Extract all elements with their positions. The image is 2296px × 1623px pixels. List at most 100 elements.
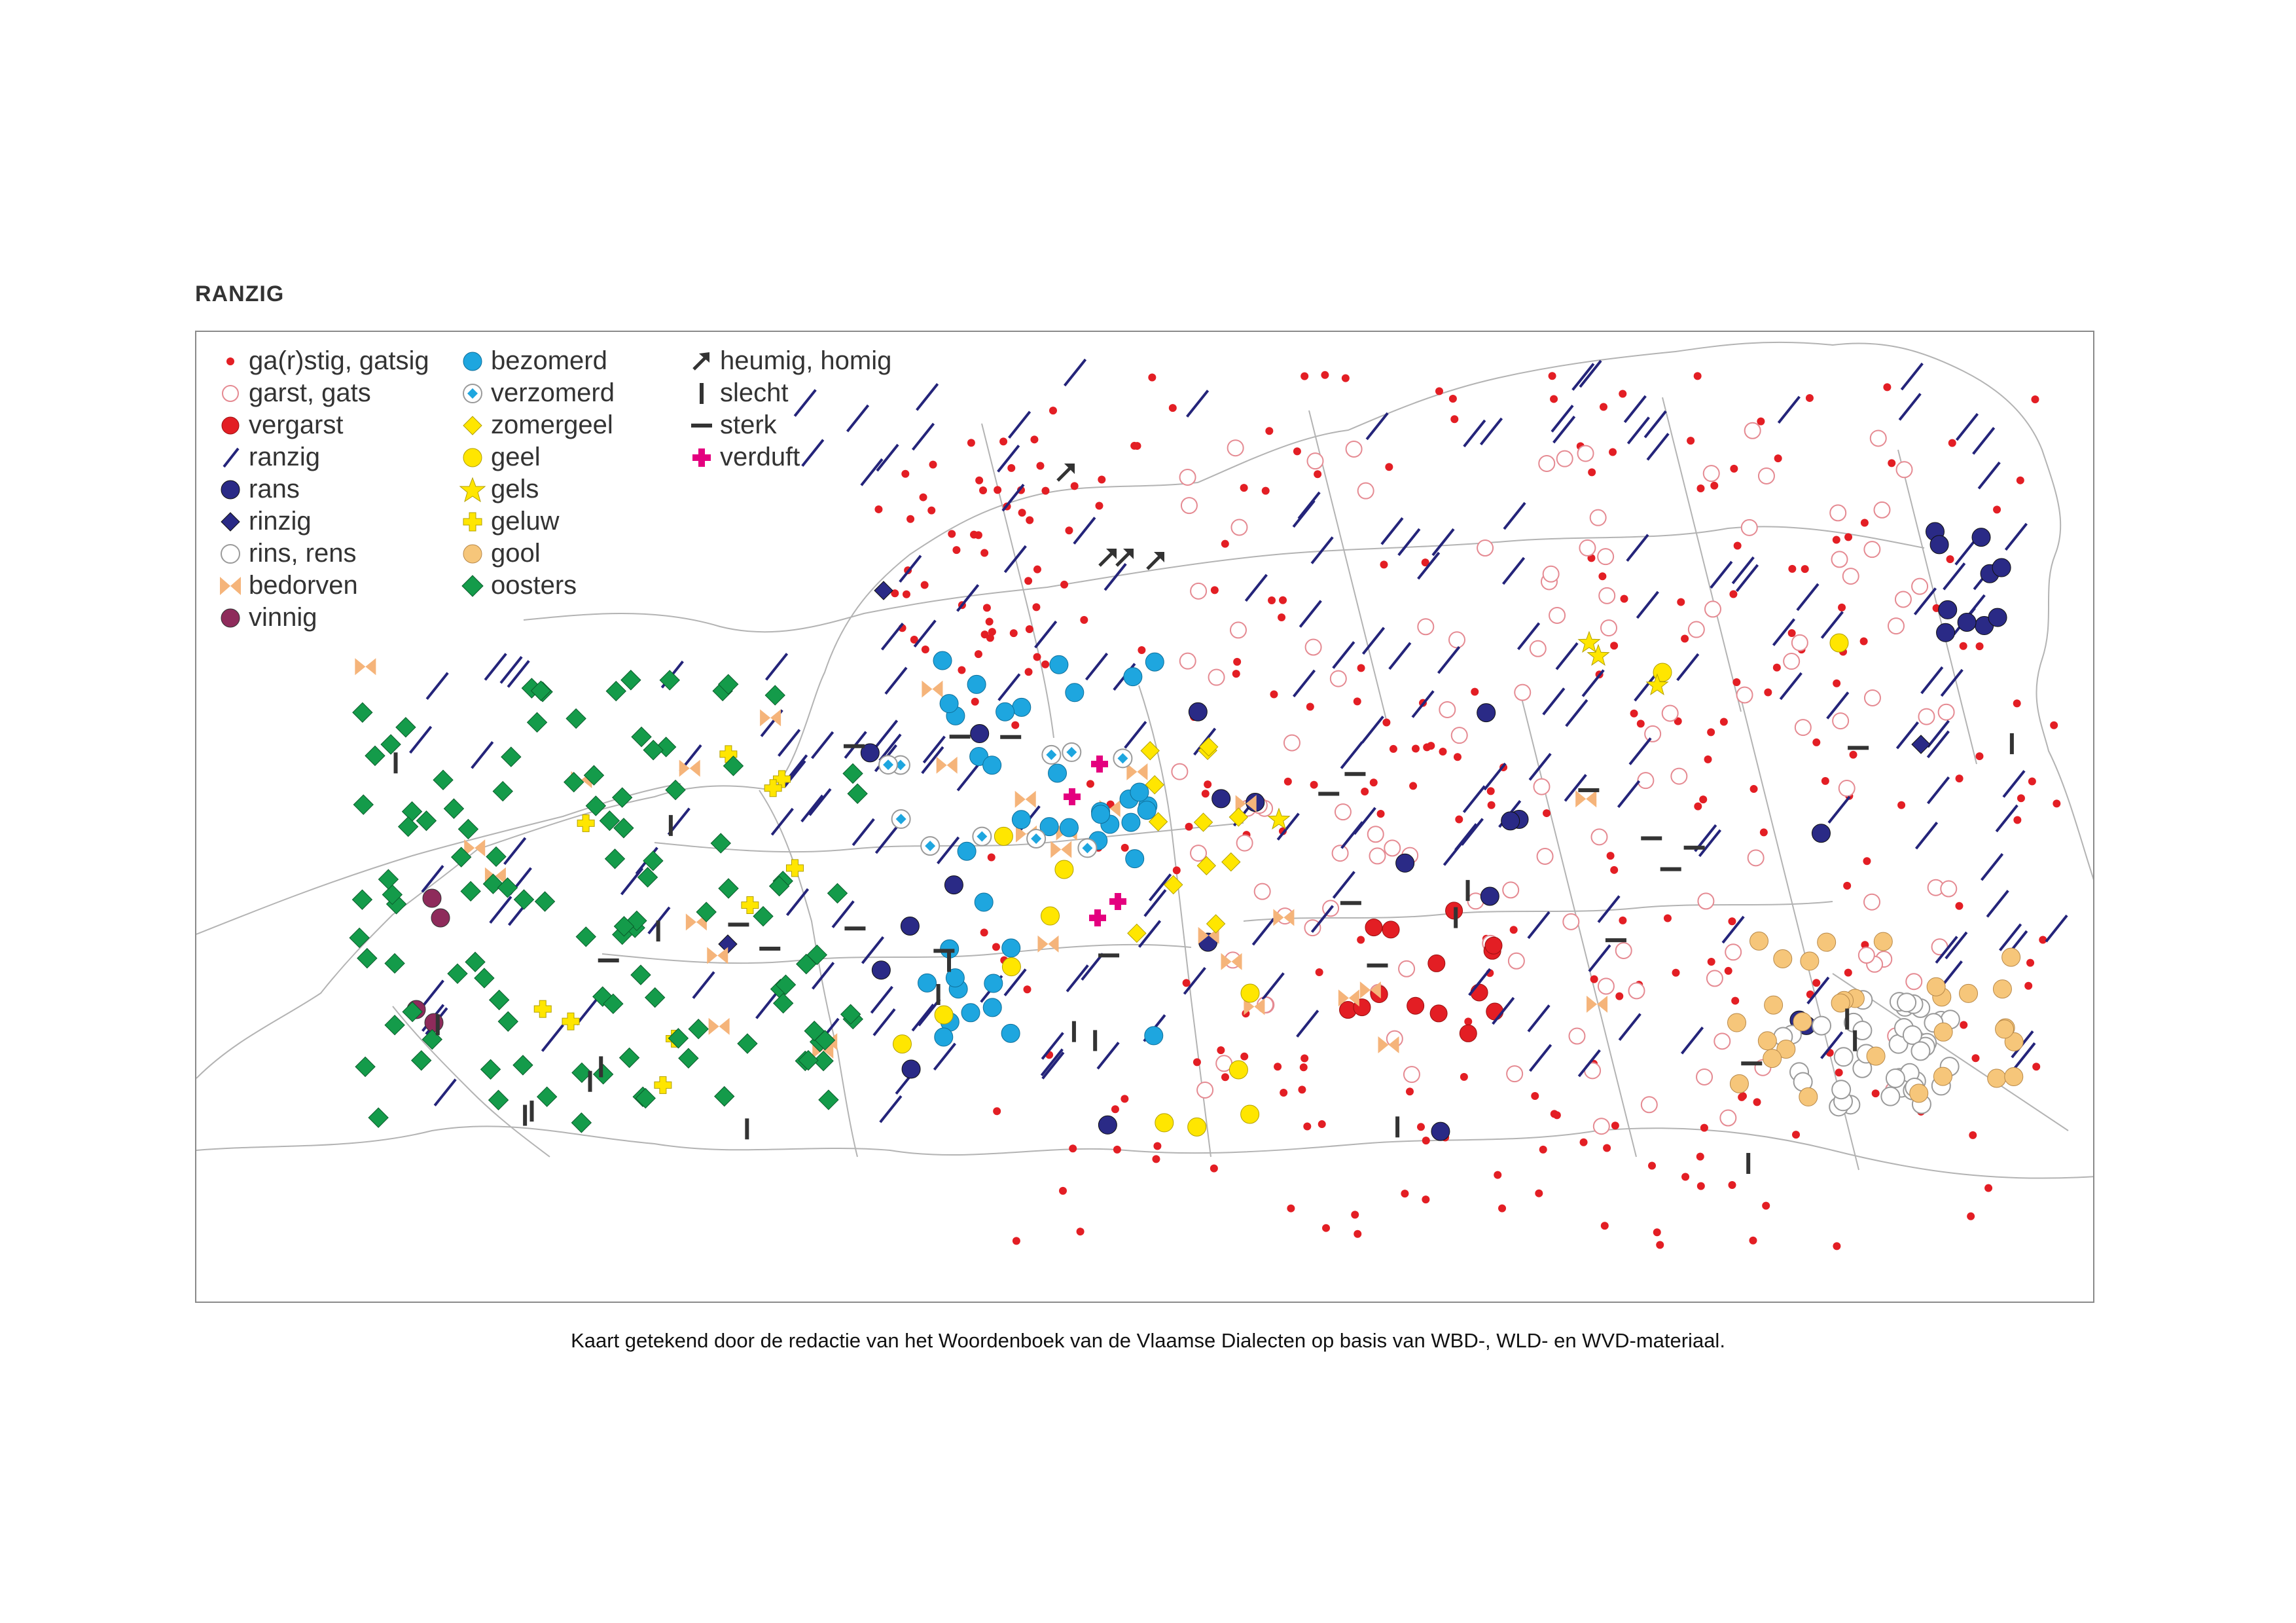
garstig-marker [974, 531, 982, 539]
garstig-marker [1041, 486, 1050, 495]
ranzig-marker [1995, 804, 2018, 833]
garst-marker [1538, 454, 1556, 472]
legend-item: geel [458, 441, 541, 473]
garstig-marker [1261, 486, 1270, 495]
garstig-marker [1897, 801, 1906, 809]
garstig-marker [1060, 580, 1069, 589]
ranzig-marker [918, 998, 941, 1027]
garstig-marker [1382, 718, 1391, 727]
bezomerd-marker [1145, 652, 1164, 672]
oosters-marker [530, 680, 552, 701]
garst-marker [1306, 452, 1324, 470]
gool-marker [1749, 931, 1769, 951]
sterk-marker [1000, 735, 1022, 739]
garstig-marker [1354, 1230, 1362, 1238]
garstig-marker [1152, 1155, 1160, 1163]
garstig-marker [2026, 958, 2035, 967]
ranzig-marker [1462, 785, 1486, 813]
ranzig-marker [831, 900, 855, 928]
province-line-6 [601, 943, 1192, 964]
zomergeel-marker [1145, 775, 1164, 795]
rans-marker [1936, 623, 1956, 642]
garst-marker [1367, 826, 1384, 843]
ranzig-marker [911, 1004, 935, 1032]
bezomerd-marker [1065, 683, 1085, 702]
bedorven-marker [355, 658, 376, 676]
garstig-marker [1552, 1111, 1561, 1120]
garst-marker [1831, 551, 1848, 568]
verduft-marker [1064, 788, 1081, 805]
bezomerd-marker [1001, 1023, 1020, 1043]
sterk-marker [728, 922, 749, 927]
garstig-marker [1283, 777, 1292, 786]
garstig-marker [1762, 1201, 1770, 1210]
sterk-marker [1340, 901, 1361, 905]
oosters-marker [564, 771, 584, 793]
ranzig-marker [541, 1024, 564, 1052]
bedorven-marker [1575, 790, 1597, 808]
oosters-marker [798, 1049, 819, 1071]
oosters-marker [465, 951, 486, 973]
sterk-marker [1344, 772, 1366, 776]
ranzig-marker [2013, 1042, 2036, 1070]
verduft-marker [1091, 756, 1108, 773]
garstig-marker [1232, 670, 1240, 678]
garstig-marker [1724, 966, 1732, 975]
geluw-marker [654, 1076, 672, 1094]
garstig-marker [1409, 782, 1418, 790]
garstig-marker [2053, 799, 2061, 808]
rins-marker [1811, 1015, 1831, 1036]
legend-item: oosters [458, 570, 577, 602]
ranzig-marker [421, 979, 444, 1008]
oosters-marker [611, 787, 633, 808]
garstig-marker [1656, 1241, 1664, 1249]
ranzig-marker [874, 720, 899, 748]
oosters-marker [488, 1089, 509, 1110]
ranzig-marker [1779, 672, 1803, 701]
garstig-marker [1025, 625, 1033, 634]
verduft-marker [1089, 909, 1106, 926]
legend-item: vergarst [216, 409, 344, 441]
garstig-marker [906, 515, 915, 523]
garstig-marker [1838, 603, 1846, 611]
ranzig-marker [503, 837, 527, 866]
ranzig-marker [1628, 737, 1652, 765]
ranzig-marker [1096, 1042, 1120, 1070]
garst-marker [1744, 422, 1761, 439]
garstig-marker [1812, 738, 1821, 746]
rans-marker [901, 1059, 921, 1079]
map-frame[interactable]: ga(r)stig, gatsig garst, gats vergarst r… [195, 331, 2094, 1303]
ranzig-marker [874, 826, 898, 854]
ranzig-marker [801, 439, 825, 467]
bedorven-marker [1273, 909, 1295, 926]
rans-marker [1431, 1122, 1450, 1141]
oosters-marker [592, 1064, 614, 1085]
ranzig-marker [879, 1095, 903, 1123]
geel-marker [1041, 906, 1060, 926]
gool-marker [1793, 1012, 1812, 1032]
garstig-marker [1369, 778, 1378, 787]
garstig-marker [1948, 439, 1956, 447]
rans-marker [1395, 853, 1415, 873]
legend-item: verzomerd [458, 377, 615, 409]
garstig-marker [1615, 992, 1624, 1000]
purple-dot-icon [221, 608, 240, 627]
garst-marker [1697, 892, 1715, 910]
garstig-marker [1293, 447, 1301, 456]
cyan-dot-icon [463, 352, 482, 371]
ranzig-marker [933, 1042, 956, 1071]
dialect-map[interactable] [196, 332, 2094, 1303]
ranzig-marker [956, 584, 980, 612]
slecht-marker [946, 951, 951, 972]
oosters-marker [813, 1050, 834, 1072]
garstig-marker [1729, 590, 1738, 598]
oosters-marker [613, 818, 634, 839]
ranzig-marker [1261, 972, 1285, 1000]
garstig-marker [920, 581, 929, 589]
garstig-marker [1168, 404, 1177, 412]
garstig-marker [2039, 936, 2047, 944]
ranzig-marker [1431, 528, 1455, 556]
ranzig-marker [1564, 774, 1587, 802]
bezomerd-marker [957, 841, 977, 861]
ranzig-marker [1955, 412, 1979, 441]
